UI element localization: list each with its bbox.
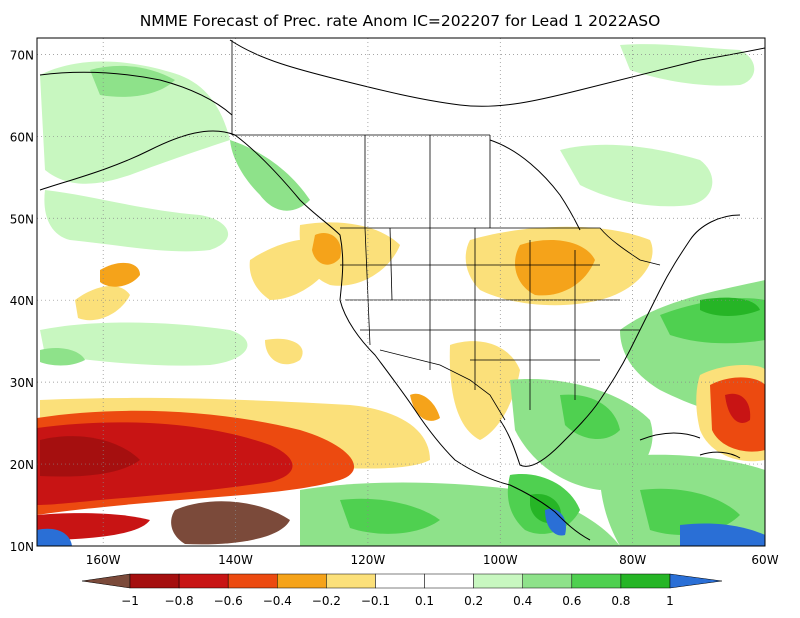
alaska-north-coastline <box>39 71 233 116</box>
legend-tick-label: 1 <box>666 594 674 608</box>
map-frame <box>36 37 766 547</box>
anomaly-orange-baja <box>410 393 440 421</box>
lon-tick-label: 160W <box>86 553 121 567</box>
anomaly-green-gulf-alaska <box>44 190 229 252</box>
anomaly-darkgreen-atlantic <box>700 297 760 316</box>
lat-tick-label: 50N <box>10 212 34 226</box>
cuba-coastline <box>639 432 701 441</box>
lat-tick-label: 30N <box>10 376 34 390</box>
map-title: NMME Forecast of Prec. rate Anom IC=2022… <box>140 12 661 30</box>
legend-tick-label: 0.8 <box>611 594 630 608</box>
lat-tick-label: 70N <box>10 48 34 62</box>
lat-tick-label: 40N <box>10 294 34 308</box>
anomaly-green-alaska <box>40 61 230 184</box>
legend-tick-label: 0.6 <box>562 594 581 608</box>
pacific-coastline <box>39 130 591 541</box>
anomaly-green-bc-coast <box>230 140 310 211</box>
anomaly-yellow-pacific-1 <box>75 285 130 321</box>
legend-tick-label: −0.4 <box>263 594 292 608</box>
anomaly-green-caribbean-core <box>640 488 740 535</box>
boundaries <box>231 40 661 421</box>
legend-color-box <box>620 573 671 589</box>
anomaly-darkred-atlantic <box>725 393 751 423</box>
anomaly-yellow-pacific-2 <box>265 338 303 365</box>
legend-tick-label: −0.8 <box>165 594 194 608</box>
state-line-2 <box>389 227 393 301</box>
lat-tick-label: 10N <box>10 540 34 554</box>
anomaly-green-pacific-core <box>40 348 85 366</box>
anomaly-orange-pacific <box>100 262 140 287</box>
legend-tick-label: −1 <box>121 594 139 608</box>
legend-color-box <box>424 573 474 589</box>
longitude-labels: 160W 140W 120W 100W 80W 60W <box>86 553 779 567</box>
legend-tick-label: −0.2 <box>312 594 341 608</box>
hispaniola-coastline <box>699 451 741 459</box>
anomaly-brown-equator <box>171 501 290 545</box>
state-line-1 <box>364 227 371 346</box>
anomaly-blue-central-america <box>545 508 566 536</box>
legend-color-box <box>326 573 376 589</box>
anomaly-orange-us-northwest <box>312 232 341 265</box>
legend-tick-label: 0.1 <box>415 594 434 608</box>
anomaly-green-pacific <box>40 322 248 366</box>
anomaly-blue-caribbean <box>680 523 765 546</box>
color-legend: −1 −0.8 −0.6 −0.4 −0.2 −0.1 0.1 0.2 0.4 0.6 0.8 1 <box>81 573 723 608</box>
anomaly-green-canada-east <box>560 144 713 207</box>
us-canada-border <box>340 227 661 266</box>
arctic-coastline <box>229 39 765 107</box>
coastlines <box>39 39 765 541</box>
anomaly-blue-west-edge <box>37 528 72 546</box>
anomaly-green-gulf-core <box>560 394 620 440</box>
legend-tick-label: 0.4 <box>513 594 532 608</box>
anomaly-green-central-america-core <box>340 498 440 534</box>
legend-color-box <box>227 573 278 589</box>
legend-color-box <box>129 573 180 589</box>
gulf-atlantic-coastline <box>499 214 741 467</box>
anomaly-crimson-hawaii <box>40 436 140 477</box>
lon-tick-label: 60W <box>751 553 778 567</box>
legend-color-box <box>277 573 327 589</box>
legend-color-box <box>473 573 523 589</box>
lon-tick-label: 80W <box>619 553 646 567</box>
hudson-bay-coastline <box>489 139 581 231</box>
lat-tick-label: 20N <box>10 458 34 472</box>
lon-tick-label: 140W <box>218 553 253 567</box>
legend-tick-label: 0.2 <box>464 594 483 608</box>
us-mexico-border <box>379 349 506 421</box>
legend-arrow-right <box>669 573 723 589</box>
legend-tick-label: −0.6 <box>214 594 243 608</box>
lat-tick-label: 60N <box>10 130 34 144</box>
legend-color-box <box>375 573 425 589</box>
map-panel <box>37 38 765 546</box>
anomaly-darkred-equator-west <box>37 513 150 540</box>
lon-tick-label: 100W <box>483 553 518 567</box>
legend-color-box <box>178 573 229 589</box>
lon-tick-label: 120W <box>351 553 386 567</box>
legend-color-box <box>571 573 622 589</box>
legend-tick-label: −0.1 <box>361 594 390 608</box>
legend-color-box <box>522 573 573 589</box>
legend-arrow-left <box>81 573 131 589</box>
latitude-labels: 10N 20N 30N 40N 50N 60N 70N <box>10 48 34 554</box>
lat-lon-gridlines <box>37 38 765 546</box>
